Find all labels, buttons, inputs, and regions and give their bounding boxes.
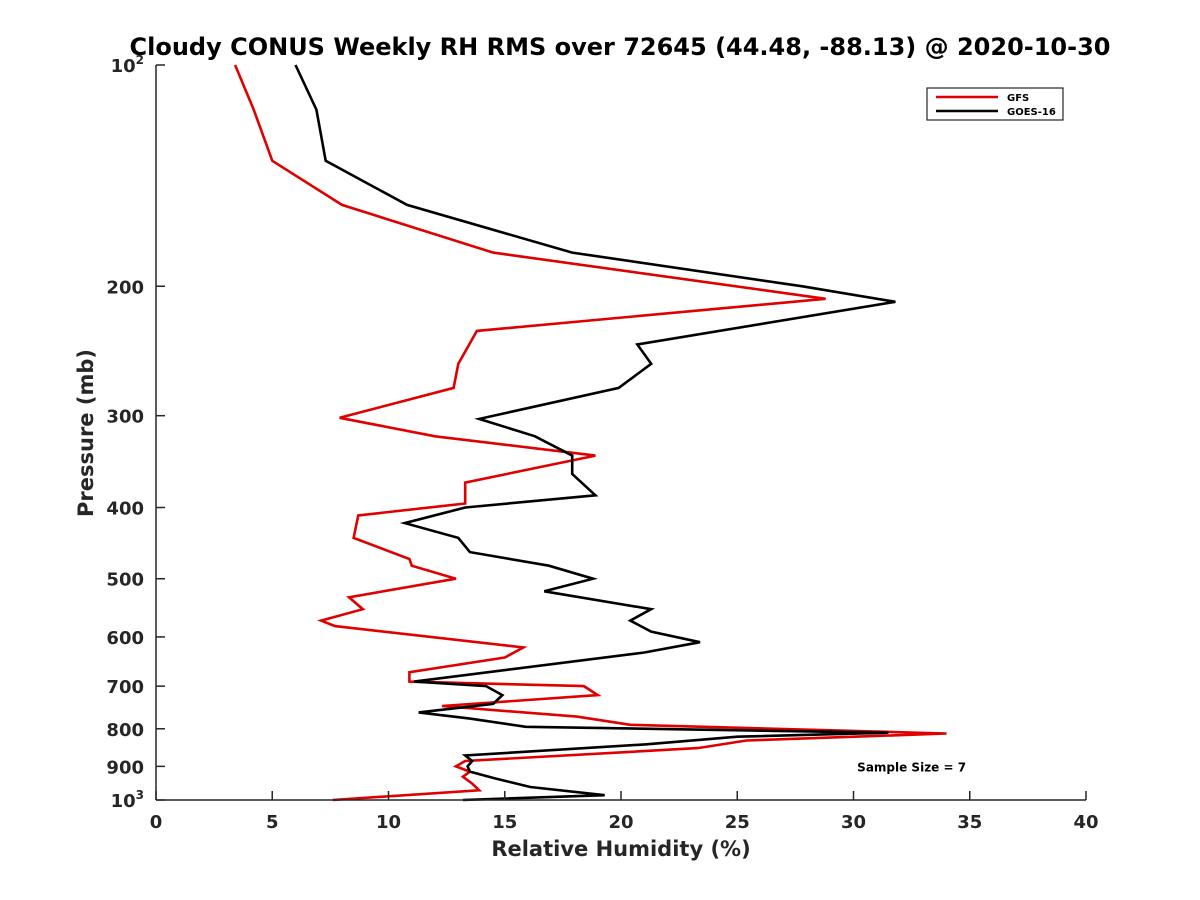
y-tick-label: 700 [106,677,144,698]
y-tick-label: 300 [106,407,144,428]
y-tick-label: 102 [111,53,144,77]
sample-size-annotation: Sample Size = 7 [857,760,966,774]
x-ticks: 0 5 10 15 20 25 30 35 40 [150,791,1099,833]
legend-label-gfs: GFS [1007,93,1029,104]
y-tick-label: 103 [111,788,144,812]
legend-box [926,87,1064,121]
y-axis-label: Pressure (mb) [74,349,98,517]
y-tick-label: 800 [106,720,144,741]
x-tick-label: 30 [841,812,866,833]
x-axis-label: Relative Humidity (%) [491,837,750,861]
y-ticks: 102 200 300 400 500 600 700 800 900 103 [106,53,165,812]
y-tick-label: 400 [106,499,144,520]
y-tick-label: 900 [106,757,144,778]
x-tick-label: 20 [608,812,633,833]
chart-title: Cloudy CONUS Weekly RH RMS over 72645 (4… [130,33,1111,61]
legend: GFS GOES-16 [926,87,1064,121]
x-tick-label: 10 [376,812,401,833]
y-tick-label: 600 [106,628,144,649]
plot-area [156,65,1086,800]
x-tick-label: 25 [725,812,750,833]
series-layer [233,64,947,802]
y-tick-label: 200 [106,277,144,298]
series-line-goes16 [294,64,896,802]
x-tick-label: 15 [492,812,517,833]
legend-label-goes16: GOES-16 [1007,107,1056,118]
x-tick-label: 0 [150,812,163,833]
series-line-gfs [233,64,947,802]
x-tick-label: 40 [1073,812,1098,833]
x-tick-label: 5 [266,812,279,833]
y-tick-label: 500 [106,570,144,591]
x-tick-label: 35 [957,812,982,833]
